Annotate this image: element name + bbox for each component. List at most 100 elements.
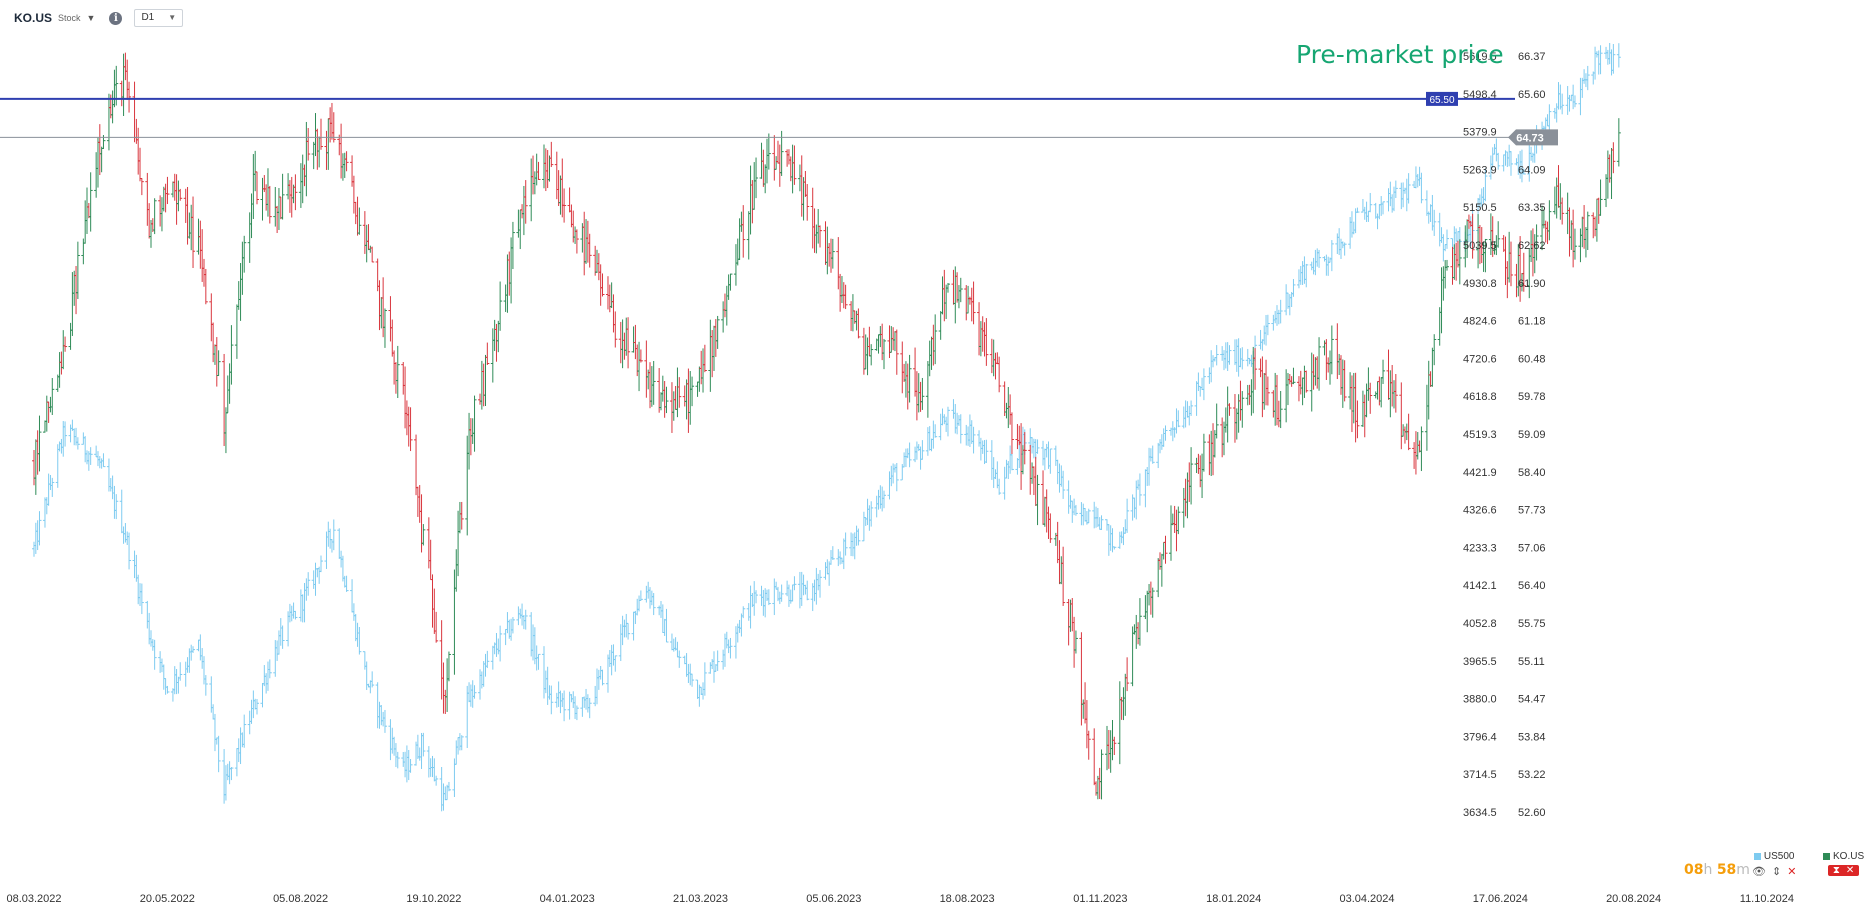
date-tick-label: 01.11.2023 (1073, 893, 1127, 905)
us500-tick-label: 5263.9 (1463, 164, 1497, 176)
us500-bar (536, 653, 541, 670)
us500-bar (741, 606, 746, 619)
ko-bar (702, 344, 707, 373)
us500-bar (1086, 508, 1091, 524)
us500-bar (318, 555, 323, 573)
ko-bar (938, 311, 943, 340)
horizontal-levels: 65.50 64.73 (0, 91, 1558, 146)
ko-bar (1048, 513, 1053, 543)
ko-bar (1073, 630, 1078, 654)
legend-us500: US500 👁 ⇕ ✕ (1752, 851, 1796, 878)
us500-bar (894, 463, 899, 492)
sort-icon[interactable]: ⇕ (1771, 866, 1782, 878)
eye-icon[interactable]: 👁 (1752, 866, 1766, 878)
ko-bar (88, 172, 93, 232)
ko-bar (408, 407, 413, 452)
us500-bar (127, 532, 132, 570)
us500-bar (344, 575, 349, 592)
ko-bar (1099, 749, 1104, 800)
us500-bar (357, 627, 362, 655)
chevron-down-icon[interactable]: ▼ (86, 13, 96, 23)
us500-bar (523, 609, 528, 630)
ko-bar (805, 184, 810, 221)
ko-bar (638, 349, 643, 363)
us500-bar (1342, 242, 1347, 256)
us500-bar (485, 650, 490, 669)
date-tick-label: 11.10.2024 (1740, 893, 1794, 905)
us500-bar (63, 421, 68, 447)
ko-tick-label: 64.09 (1518, 164, 1546, 176)
timeframe-select[interactable]: D1 ▼ (134, 9, 184, 27)
us500-bar (1585, 65, 1590, 91)
us500-bar (818, 570, 823, 598)
us500-bar (1291, 279, 1296, 297)
ko-bar (715, 315, 720, 349)
info-icon[interactable]: i (109, 11, 123, 25)
date-tick-label: 18.08.2023 (940, 893, 995, 905)
remove-icons[interactable]: ⧗ ✕ (1827, 865, 1860, 876)
us500-bar (830, 546, 835, 561)
ko-bar (549, 141, 554, 168)
ko-bar (1265, 376, 1270, 406)
ko-bar (754, 157, 759, 199)
us500-bar (1483, 168, 1488, 202)
ko-bar (958, 277, 963, 303)
us500-bar (715, 650, 720, 671)
close-icon[interactable]: ✕ (1845, 865, 1855, 876)
ko-bar (1381, 359, 1386, 384)
us500-bar (1304, 263, 1309, 288)
ko-bar (677, 377, 682, 408)
us500-bar (613, 655, 618, 672)
us500-tick-label: 5150.5 (1463, 202, 1497, 214)
ko-tick-label: 53.22 (1518, 769, 1546, 781)
legend-us500-label: US500 (1763, 851, 1795, 862)
date-tick-label: 05.06.2023 (806, 893, 861, 905)
us500-tick-label: 3880.0 (1463, 694, 1497, 706)
ko-tick-label: 53.84 (1518, 731, 1546, 743)
ko-bar (1163, 535, 1168, 564)
ko-bar (792, 145, 797, 185)
ko-bar (139, 178, 144, 196)
resistance-label-bg (1426, 91, 1458, 106)
ko-bar (1240, 391, 1245, 428)
ko-bar (1137, 598, 1142, 646)
us500-bar (255, 698, 260, 715)
us500-bar (638, 590, 643, 601)
us500-bar (331, 519, 336, 551)
legend-ko: KO.US ⧗ ✕ (1823, 851, 1864, 876)
us500-swatch (1753, 853, 1761, 860)
ko-bar (446, 651, 451, 682)
ko-bar (216, 350, 221, 377)
us500-bar (203, 675, 208, 696)
ko-tick-label: 65.60 (1518, 89, 1546, 101)
us500-bar (843, 532, 848, 556)
ko-tick-label: 57.06 (1518, 542, 1546, 554)
us500-bar (1265, 314, 1270, 336)
us500-bar (1035, 439, 1040, 454)
us500-bar (792, 576, 797, 591)
ko-tick-label: 55.11 (1518, 656, 1545, 668)
us500-bar (1598, 45, 1603, 75)
ko-swatch (1823, 853, 1830, 860)
date-tick-label: 21.03.2023 (673, 893, 728, 905)
us500-tick-label: 5619.5 (1463, 51, 1497, 63)
us500-bar (216, 735, 221, 773)
symbol-label[interactable]: KO.US (14, 11, 53, 25)
us500-tick-label: 4618.8 (1463, 391, 1497, 403)
us500-bar (293, 610, 298, 620)
ko-bar (1534, 224, 1539, 261)
ko-series (32, 52, 1621, 800)
ko-tick-label: 66.37 (1518, 51, 1546, 63)
us500-bar (498, 625, 503, 662)
close-icon[interactable]: ✕ (1787, 866, 1797, 878)
ko-bar (523, 180, 528, 224)
ko-bar (1022, 432, 1027, 465)
ko-bar (1432, 334, 1437, 366)
us500-bar (1560, 93, 1565, 115)
us500-bar (139, 583, 144, 615)
ko-bar (472, 395, 477, 452)
countdown-minutes: 58 (1716, 862, 1737, 878)
date-tick-label: 20.05.2022 (140, 893, 195, 905)
us500-bar (260, 682, 265, 708)
